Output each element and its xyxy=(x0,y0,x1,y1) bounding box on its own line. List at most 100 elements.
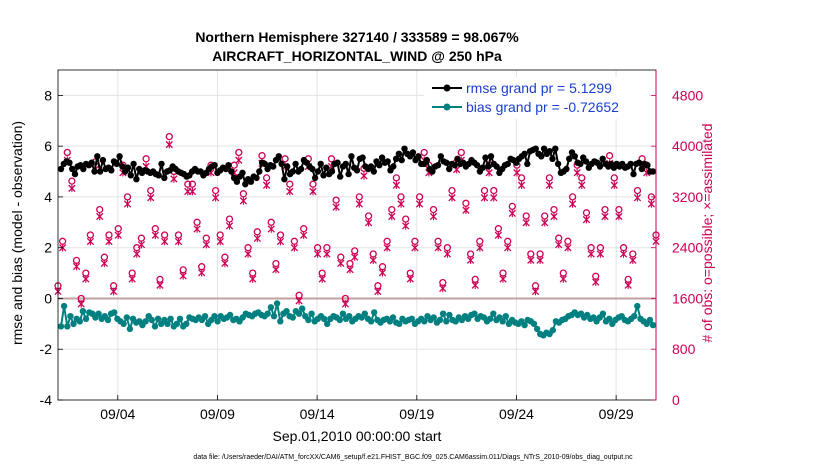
obs-assimilated-marker xyxy=(448,193,456,202)
y-right-tick-label: 3200 xyxy=(672,189,703,205)
obs-assimilated-marker xyxy=(517,181,526,190)
rmse-point xyxy=(253,174,260,182)
bias-point xyxy=(499,318,506,325)
obs-possible-marker xyxy=(100,253,109,261)
obs-possible-marker xyxy=(193,218,201,226)
rmse-point xyxy=(437,153,444,160)
bias-point xyxy=(646,316,654,324)
rmse-point xyxy=(524,160,531,168)
bias-point xyxy=(299,305,306,312)
obs-assimilated-marker xyxy=(272,265,280,274)
obs-assimilated-marker xyxy=(392,181,401,190)
y-right-tick-label: 4000 xyxy=(672,138,703,154)
obs-assimilated-marker xyxy=(202,240,211,249)
obs-possible-marker xyxy=(202,234,210,242)
rmse-point xyxy=(540,145,548,152)
bias-point xyxy=(211,313,218,320)
rmse-point xyxy=(367,163,375,170)
obs-possible-marker xyxy=(337,253,345,261)
bias-point xyxy=(267,304,275,311)
plot-frame xyxy=(57,69,657,401)
obs-assimilated-marker xyxy=(564,243,572,252)
obs-assimilated-marker xyxy=(100,259,109,268)
bias-point xyxy=(486,315,494,322)
chart-title-line2: AIRCRAFT_HORIZONTAL_WIND @ 250 hPa xyxy=(212,48,502,64)
rmse-point xyxy=(119,163,126,170)
y-right-tick-label: 0 xyxy=(672,392,680,408)
rmse-point xyxy=(256,168,263,175)
rmse-point xyxy=(546,148,553,155)
obs-assimilated-marker xyxy=(198,268,206,277)
obs-possible-marker xyxy=(72,256,81,265)
obs-possible-marker xyxy=(504,237,512,245)
obs-assimilated-marker xyxy=(364,218,373,227)
rmse-point xyxy=(314,168,322,175)
obs-assimilated-marker xyxy=(374,287,382,296)
bias-point xyxy=(151,323,159,330)
obs-assimilated-marker xyxy=(123,200,132,208)
rmse-point xyxy=(538,153,545,160)
obs-possible-marker xyxy=(605,152,614,160)
obs-assimilated-marker xyxy=(355,200,363,208)
y-right-tick-label: 800 xyxy=(672,341,696,357)
bias-point xyxy=(79,308,87,315)
obs-assimilated-marker xyxy=(647,200,656,208)
bias-point xyxy=(76,318,84,325)
rmse-point xyxy=(552,145,559,152)
obs-assimilated-marker xyxy=(360,172,368,180)
obs-possible-marker xyxy=(68,177,76,185)
y-left-tick-label: 4 xyxy=(44,189,52,205)
obs-possible-marker xyxy=(281,155,289,163)
obs-assimilated-marker xyxy=(239,197,248,205)
bias-point xyxy=(176,315,184,322)
rmse-point xyxy=(479,164,486,171)
rmse-point xyxy=(69,165,76,173)
rmse-point xyxy=(627,160,634,168)
obs-possible-marker xyxy=(346,259,354,268)
obs-assimilated-marker xyxy=(160,237,169,246)
obs-assimilated-marker xyxy=(388,212,396,221)
obs-possible-marker xyxy=(276,231,285,239)
obs-possible-marker xyxy=(165,132,173,141)
y-left-tick-label: -4 xyxy=(40,392,53,408)
rmse-point xyxy=(415,153,422,160)
obs-possible-marker xyxy=(137,234,146,242)
obs-possible-marker xyxy=(527,250,535,258)
rmse-point xyxy=(228,168,235,175)
obs-assimilated-marker xyxy=(378,268,387,277)
rmse-point xyxy=(423,156,430,164)
obs-assimilated-marker xyxy=(596,250,605,258)
bias-point xyxy=(173,320,181,327)
bias-point xyxy=(67,313,74,320)
obs-assimilated-marker xyxy=(601,212,609,221)
obs-possible-marker xyxy=(448,186,456,195)
legend-bias-label: bias grand pr = -0.72652 xyxy=(466,99,619,115)
obs-assimilated-marker xyxy=(244,250,252,258)
obs-possible-marker xyxy=(253,228,261,236)
bias-point xyxy=(270,313,278,320)
bias-point xyxy=(408,315,415,322)
rmse-point xyxy=(630,170,637,178)
rmse-point xyxy=(108,167,115,174)
obs-assimilated-marker xyxy=(369,256,377,265)
obs-possible-marker xyxy=(564,237,572,245)
obs-assimilated-marker xyxy=(434,243,442,252)
rmse-point xyxy=(96,168,104,175)
rmse-point xyxy=(270,163,277,170)
obs-possible-marker xyxy=(198,263,206,271)
obs-assimilated-marker xyxy=(462,206,470,215)
obs-possible-marker xyxy=(364,212,373,220)
obs-assimilated-marker xyxy=(573,168,581,177)
obs-possible-marker xyxy=(476,237,484,245)
bias-point xyxy=(471,310,478,317)
obs-possible-marker xyxy=(601,205,609,214)
obs-possible-marker xyxy=(221,253,229,261)
rmse-point xyxy=(429,168,436,175)
obs-possible-marker xyxy=(429,205,438,214)
rmse-point xyxy=(281,176,288,183)
rmse-point xyxy=(94,153,101,160)
chart-title-line1: Northern Hemisphere 327140 / 333589 = 98… xyxy=(195,29,519,45)
bias-point xyxy=(606,315,613,322)
obs-assimilated-marker xyxy=(225,222,234,230)
